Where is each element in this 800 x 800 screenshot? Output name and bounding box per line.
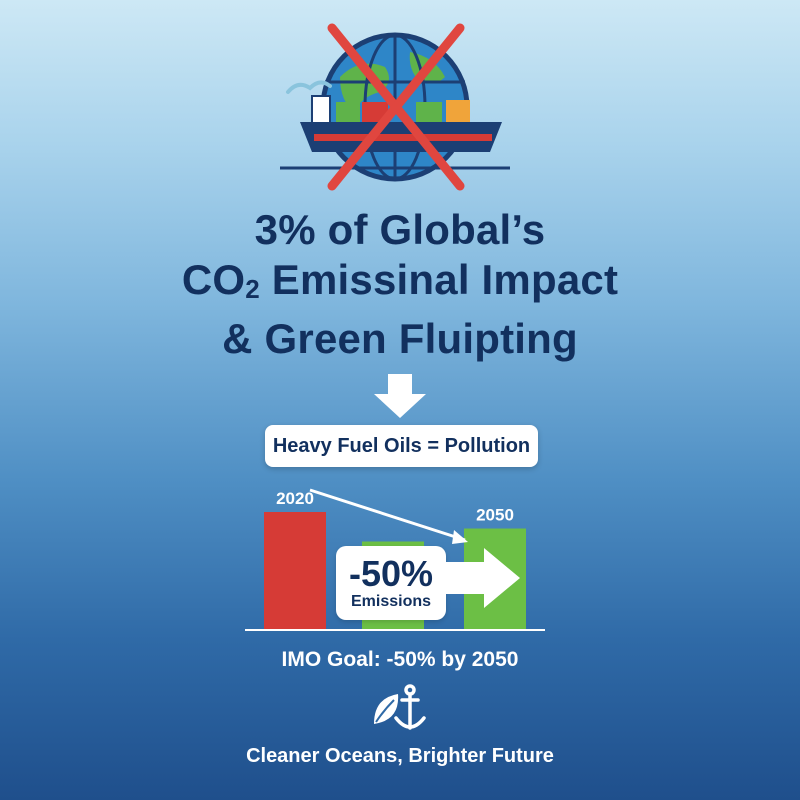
tick-label-2050: 2050 [476,506,514,525]
fuel-label: Heavy Fuel Oils = Pollution [265,425,538,467]
headline-line-2: CO2 Emissinal Impact [0,255,800,314]
headline-line-2-rest: Emissinal Impact [259,256,619,303]
leaf-icon [374,694,399,724]
right-arrow-icon [440,548,520,608]
red-cross-icon [327,23,465,191]
down-arrow-icon [374,374,426,418]
headline-line-1: 3% of Global’s [254,206,546,253]
headline-co: CO [181,256,246,303]
crossed-globe-ship-icon [280,23,510,191]
reduction-label: Emissions [350,593,432,610]
tick-label-2020: 2020 [276,489,314,508]
leaf-anchor-icon [374,684,426,730]
bar-2020 [264,512,326,630]
trend-arrow-line [309,488,466,542]
tagline: Cleaner Oceans, Brighter Future [246,745,554,767]
imo-goal-text: IMO Goal: -50% by 2050 [281,648,519,671]
container-ship-icon [280,80,510,170]
trend-arrow-head [452,530,468,544]
headline-line-3: & Green Fluipting [222,315,578,362]
headline: 3% of Global’s CO2 Emissinal Impact & Gr… [0,205,800,364]
reduction-callout: -50% Emissions [336,546,446,620]
anchor-icon [394,684,426,730]
reduction-value: -50% [348,553,434,594]
headline-subscript: 2 [245,274,260,304]
